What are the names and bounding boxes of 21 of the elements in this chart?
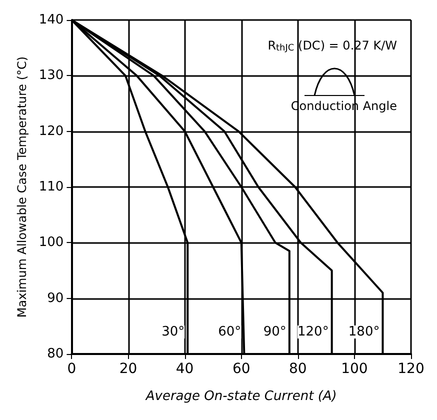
y-axis-title: Maximum Allowable Case Temperature (°C): [15, 56, 29, 318]
x-axis-title: Average On-state Current (A): [144, 389, 337, 404]
x-tick-label: 120: [398, 361, 424, 377]
x-tick-label: 20: [119, 361, 138, 377]
x-tick-label: 80: [288, 361, 307, 377]
y-tick-label: 90: [47, 290, 64, 306]
y-tick-label: 130: [38, 68, 64, 84]
y-tick-label: 80: [47, 346, 64, 362]
series-label: 120°: [298, 324, 329, 340]
x-tick-label: 100: [341, 361, 368, 377]
y-tick-label: 140: [38, 12, 64, 28]
y-tick-label: 100: [38, 235, 64, 250]
x-tick-label: 60: [232, 361, 250, 377]
series-label: 180°: [348, 324, 380, 340]
series-label: 60°: [218, 324, 242, 340]
x-tick-label: 40: [176, 361, 194, 377]
x-tick-label: 0: [67, 361, 76, 377]
series-label: 30°: [162, 324, 185, 340]
series-label: 90°: [263, 324, 286, 340]
y-tick-label: 120: [38, 124, 64, 139]
y-tick-label: 110: [38, 180, 64, 194]
